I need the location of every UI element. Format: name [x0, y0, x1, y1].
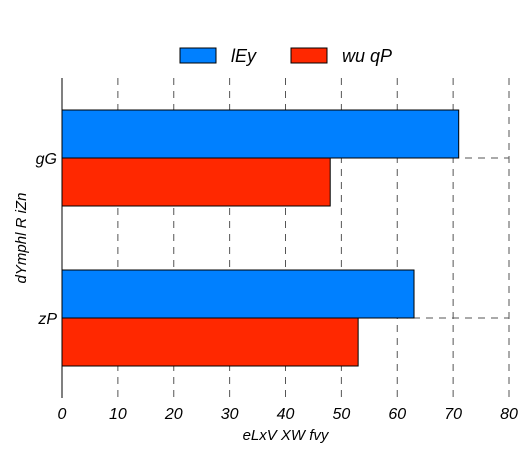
- bar: [61, 317, 359, 367]
- y-tick-labels: gG zP: [36, 151, 58, 328]
- x-tick-label: 40: [277, 406, 295, 423]
- x-tick-label: 30: [221, 406, 239, 423]
- y-tick-label: zP: [37, 311, 57, 328]
- bar: [61, 269, 415, 319]
- x-tick-label: 80: [500, 406, 518, 423]
- x-tick-label: 20: [164, 406, 183, 423]
- x-tick-label: 10: [109, 406, 127, 423]
- legend-swatch: [290, 47, 328, 64]
- bars: [61, 109, 460, 367]
- legend-swatch: [179, 47, 217, 64]
- bar: [61, 157, 331, 207]
- x-tick-label: 70: [444, 406, 462, 423]
- x-tick-labels: 0 10 20 30 40 50 60 70 80: [58, 406, 518, 423]
- y-axis-label: dYmphl R iZn: [13, 193, 30, 284]
- y-tick-label: gG: [36, 151, 57, 168]
- bar: [61, 109, 460, 159]
- x-axis-label: eLxV XW fvy: [243, 427, 330, 444]
- legend: lEy wu qP: [179, 46, 392, 66]
- x-tick-label: 0: [58, 406, 67, 423]
- legend-label: lEy: [231, 46, 257, 66]
- x-tick-label: 60: [388, 406, 406, 423]
- legend-label: wu qP: [342, 46, 392, 66]
- x-tick-label: 50: [332, 406, 350, 423]
